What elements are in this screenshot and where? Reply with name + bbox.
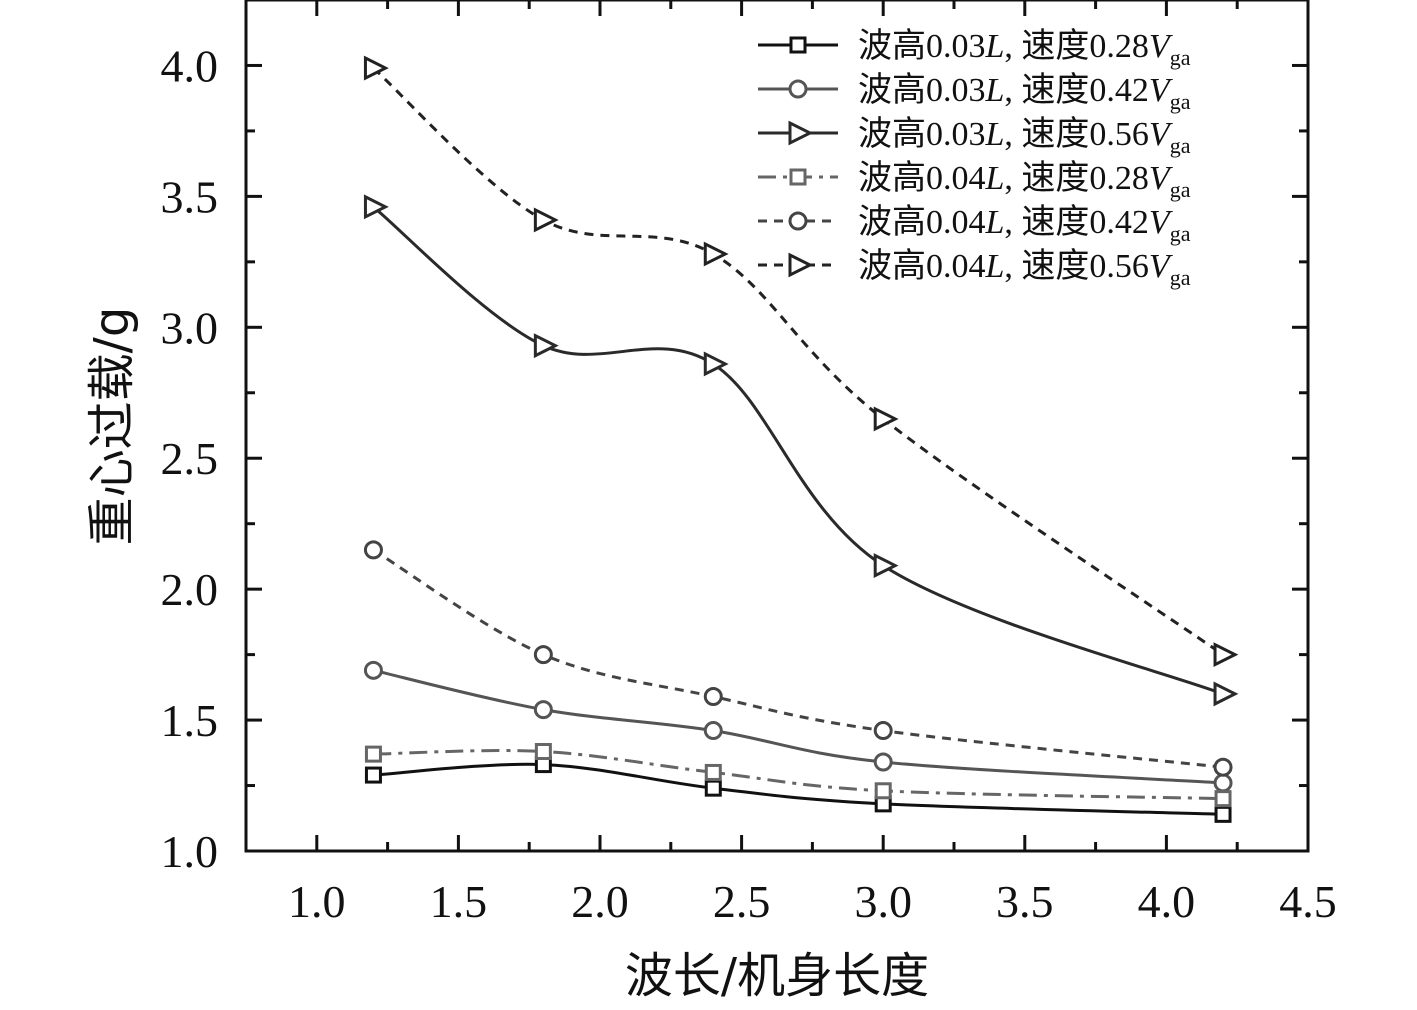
data-point-marker bbox=[533, 333, 559, 359]
plot-frame bbox=[244, 0, 1310, 853]
legend-item: 波高0.04L, 速度0.42Vga bbox=[758, 203, 1191, 246]
data-point-marker bbox=[704, 779, 722, 797]
legend-marker bbox=[788, 252, 814, 278]
y-tick-label: 3.0 bbox=[161, 302, 219, 353]
series-2 bbox=[363, 660, 1233, 793]
legend-label: 波高0.03L, 速度0.28Vga bbox=[858, 27, 1191, 70]
data-point-marker bbox=[534, 742, 552, 760]
y-tick-label: 2.5 bbox=[161, 433, 219, 484]
x-tick-label: 2.0 bbox=[571, 876, 629, 927]
legend-marker bbox=[788, 79, 808, 99]
x-tick-label: 1.5 bbox=[430, 876, 488, 927]
legend-label: 波高0.03L, 速度0.42Vga bbox=[858, 71, 1191, 114]
data-point-marker bbox=[703, 351, 729, 377]
series-6 bbox=[363, 55, 1239, 668]
y-tick-label: 4.0 bbox=[161, 40, 219, 91]
data-point-marker bbox=[1213, 681, 1239, 707]
data-point-marker bbox=[364, 745, 382, 763]
y-axis-title: 重心过载/g bbox=[84, 307, 140, 546]
y-tick-label: 3.5 bbox=[161, 171, 219, 222]
x-tick-label: 4.0 bbox=[1138, 876, 1196, 927]
legend-item: 波高0.04L, 速度0.56Vga bbox=[758, 247, 1191, 290]
legend-marker bbox=[788, 120, 814, 146]
data-point-marker bbox=[1214, 790, 1232, 808]
legend-label: 波高0.03L, 速度0.56Vga bbox=[858, 115, 1191, 158]
series-3 bbox=[363, 194, 1239, 707]
series-line bbox=[372, 205, 1224, 696]
series-line bbox=[372, 66, 1224, 656]
x-axis-title: 波长/机身长度 bbox=[625, 948, 929, 1004]
legend-marker bbox=[789, 36, 807, 54]
data-point-marker bbox=[703, 721, 723, 741]
data-point-marker bbox=[704, 763, 722, 781]
legend-label: 波高0.04L, 速度0.56Vga bbox=[858, 247, 1191, 290]
y-tick-label: 1.5 bbox=[161, 695, 219, 746]
y-tick-label: 1.0 bbox=[161, 826, 219, 877]
series-line bbox=[373, 762, 1224, 816]
data-point-marker bbox=[533, 645, 553, 665]
data-point-marker bbox=[703, 687, 723, 707]
series-5 bbox=[363, 540, 1233, 777]
data-point-marker bbox=[533, 700, 553, 720]
data-point-marker bbox=[873, 752, 893, 772]
data-point-marker bbox=[873, 406, 899, 432]
legend-label: 波高0.04L, 速度0.28Vga bbox=[858, 159, 1191, 202]
data-point-marker bbox=[363, 540, 383, 560]
x-tick-label: 4.5 bbox=[1279, 876, 1337, 927]
series-layer bbox=[363, 55, 1239, 823]
data-point-marker bbox=[873, 721, 893, 741]
x-tick-label: 3.0 bbox=[854, 876, 912, 927]
legend-item: 波高0.04L, 速度0.28Vga bbox=[758, 159, 1191, 202]
y-tick-label: 2.0 bbox=[161, 564, 219, 615]
legend-marker bbox=[789, 168, 807, 186]
data-point-marker bbox=[1213, 773, 1233, 793]
data-point-marker bbox=[1214, 805, 1232, 823]
legend-marker bbox=[788, 211, 808, 231]
data-point-marker bbox=[1213, 642, 1239, 668]
series-1 bbox=[364, 756, 1232, 823]
x-tick-label: 1.0 bbox=[288, 876, 346, 927]
data-point-marker bbox=[363, 660, 383, 680]
series-line bbox=[373, 749, 1224, 801]
legend-label: 波高0.04L, 速度0.42Vga bbox=[858, 203, 1191, 246]
axes-layer: 1.0 1.5 2.0 2.5 3.0 3.5 4.0 4.5 1.0 1.5 2.0 2.5 3.0 3… bbox=[161, 0, 1337, 927]
series-4 bbox=[364, 742, 1232, 808]
x-tick-label: 2.5 bbox=[713, 876, 771, 927]
data-point-marker bbox=[363, 55, 389, 81]
data-point-marker bbox=[364, 766, 382, 784]
data-point-marker bbox=[533, 207, 559, 233]
data-point-marker bbox=[703, 241, 729, 267]
data-point-marker bbox=[1213, 757, 1233, 777]
data-point-marker bbox=[873, 553, 899, 579]
legend-item: 波高0.03L, 速度0.42Vga bbox=[758, 71, 1191, 114]
legend-item: 波高0.03L, 速度0.28Vga bbox=[758, 27, 1191, 70]
data-point-marker bbox=[874, 782, 892, 800]
data-point-marker bbox=[363, 194, 389, 220]
legend-item: 波高0.03L, 速度0.56Vga bbox=[758, 115, 1191, 158]
x-tick-label: 3.5 bbox=[996, 876, 1054, 927]
series-line bbox=[372, 548, 1224, 769]
series-line bbox=[373, 668, 1224, 785]
